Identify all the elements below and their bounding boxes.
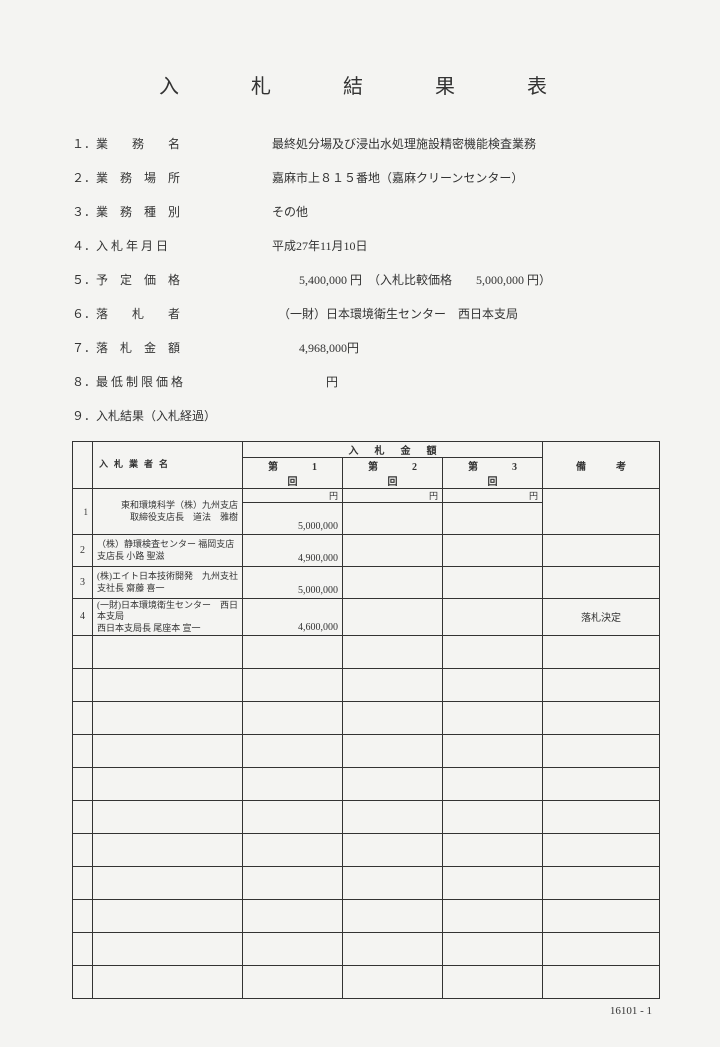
row-num: 3 xyxy=(73,567,93,599)
amount-cell xyxy=(343,599,443,636)
page-number: 16101 - 1 xyxy=(72,1005,660,1017)
note-cell xyxy=(543,567,660,599)
header-amount: 入札金額 xyxy=(243,442,543,458)
table-row xyxy=(73,932,660,965)
field-value: 嘉麻市上８１５番地（嘉麻クリーンセンター） xyxy=(272,169,660,187)
amount-cell xyxy=(443,535,543,567)
bidder-name: 東和環境科学（株）九州支店取締役支店長 道法 雅樹 xyxy=(93,489,243,535)
field-row: ７．落 札 金 額 4,968,000円 xyxy=(72,339,660,357)
field-value: 円 xyxy=(272,373,660,391)
field-label: ７．落 札 金 額 xyxy=(72,339,272,357)
amount-cell: 4,600,000 xyxy=(243,599,343,636)
table-row xyxy=(73,866,660,899)
field-label: ４．入 札 年 月 日 xyxy=(72,237,272,255)
amount-cell xyxy=(443,503,543,535)
field-label: ５．予 定 価 格 xyxy=(72,271,272,289)
unit-cell: 円 xyxy=(343,489,443,503)
table-row xyxy=(73,800,660,833)
bidder-name: (一財)日本環境衛生センター 西日本支局西日本支局長 尾座本 宣一 xyxy=(93,599,243,636)
field-list: １．業 務 名最終処分場及び浸出水処理施設精密機能検査業務２．業 務 場 所嘉麻… xyxy=(72,135,660,425)
amount-cell: 5,000,000 xyxy=(243,567,343,599)
bid-table-wrap: 入札業者名 入札金額 備考 第 1 回第 2 回第 3 回 1東和環境科学（株）… xyxy=(72,441,660,999)
unit-cell: 円 xyxy=(443,489,543,503)
bid-table: 入札業者名 入札金額 備考 第 1 回第 2 回第 3 回 1東和環境科学（株）… xyxy=(72,441,660,999)
table-row xyxy=(73,668,660,701)
row-num: 2 xyxy=(73,535,93,567)
table-row xyxy=(73,734,660,767)
field-row: ６．落 札 者 （一財）日本環境衛生センター 西日本支局 xyxy=(72,305,660,323)
header-note: 備考 xyxy=(543,442,660,489)
amount-cell xyxy=(343,503,443,535)
row-num: 1 xyxy=(73,489,93,535)
amount-cell xyxy=(443,567,543,599)
field-row: ２．業 務 場 所嘉麻市上８１５番地（嘉麻クリーンセンター） xyxy=(72,169,660,187)
note-cell xyxy=(543,535,660,567)
amount-cell xyxy=(343,567,443,599)
field-label: ８．最 低 制 限 価 格 xyxy=(72,373,272,391)
table-row xyxy=(73,635,660,668)
table-row xyxy=(73,767,660,800)
page-title: 入 札 結 果 表 xyxy=(72,70,660,99)
header-round: 第 2 回 xyxy=(343,458,443,489)
field-label: ３．業 務 種 別 xyxy=(72,203,272,221)
unit-cell: 円 xyxy=(243,489,343,503)
field-value: 最終処分場及び浸出水処理施設精密機能検査業務 xyxy=(272,135,660,153)
field-row: ９．入札結果（入札経過） xyxy=(72,407,660,425)
field-row: ５．予 定 価 格 5,400,000 円 （入札比較価格 5,000,000 … xyxy=(72,271,660,289)
field-row: ８．最 低 制 限 価 格 円 xyxy=(72,373,660,391)
bidder-name: (株)エイト日本技術開発 九州支社支社長 齋藤 喜一 xyxy=(93,567,243,599)
table-row xyxy=(73,833,660,866)
amount-cell xyxy=(443,599,543,636)
row-num: 4 xyxy=(73,599,93,636)
field-label: ２．業 務 場 所 xyxy=(72,169,272,187)
note-cell: 落札決定 xyxy=(543,599,660,636)
amount-cell: 4,900,000 xyxy=(243,535,343,567)
header-bidder: 入札業者名 xyxy=(93,442,243,489)
field-row: ３．業 務 種 別その他 xyxy=(72,203,660,221)
field-label: ９．入札結果（入札経過） xyxy=(72,407,272,425)
field-label: １．業 務 名 xyxy=(72,135,272,153)
bidder-name: （株）静環検査センター 福岡支店支店長 小路 聖滋 xyxy=(93,535,243,567)
field-value: 5,400,000 円 （入札比較価格 5,000,000 円） xyxy=(272,271,660,289)
note-cell xyxy=(543,489,660,535)
field-label: ６．落 札 者 xyxy=(72,305,272,323)
header-round: 第 3 回 xyxy=(443,458,543,489)
field-value: その他 xyxy=(272,203,660,221)
field-value: 4,968,000円 xyxy=(272,339,660,357)
amount-cell xyxy=(343,535,443,567)
field-value: 平成27年11月10日 xyxy=(272,237,660,255)
table-row xyxy=(73,899,660,932)
table-row xyxy=(73,701,660,734)
field-row: １．業 務 名最終処分場及び浸出水処理施設精密機能検査業務 xyxy=(72,135,660,153)
header-round: 第 1 回 xyxy=(243,458,343,489)
amount-cell: 5,000,000 xyxy=(243,503,343,535)
table-row xyxy=(73,965,660,998)
field-value: （一財）日本環境衛生センター 西日本支局 xyxy=(272,305,660,323)
field-row: ４．入 札 年 月 日平成27年11月10日 xyxy=(72,237,660,255)
